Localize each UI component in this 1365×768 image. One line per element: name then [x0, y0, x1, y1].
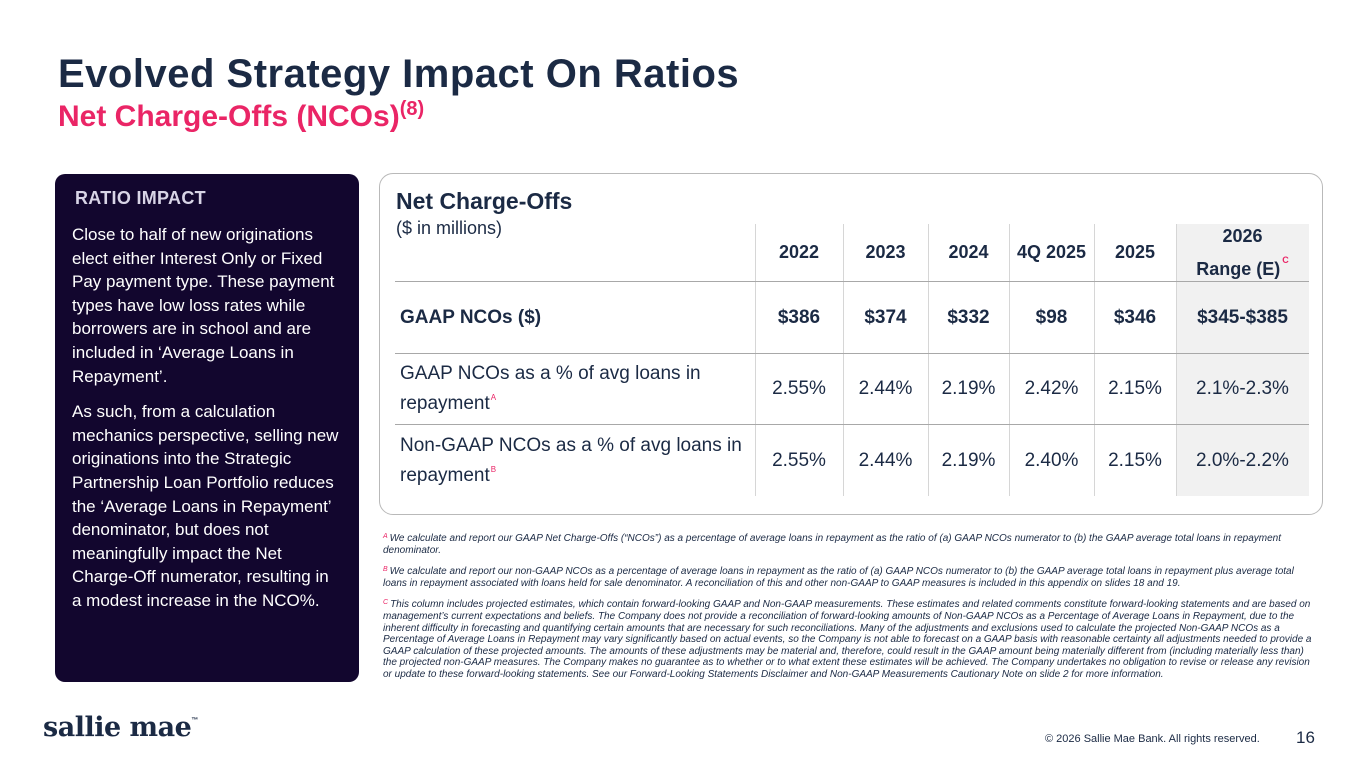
footnote-text: This column includes projected estimates… — [383, 599, 1312, 680]
footnote-a: A We calculate and report our GAAP Net Ch… — [383, 531, 1318, 556]
column-divider — [843, 224, 844, 496]
row-label-text: Non-GAAP NCOs as a % of avg loans in rep… — [400, 434, 742, 486]
row-divider — [395, 353, 1309, 354]
ratio-impact-panel: RATIO IMPACT Close to half of new origin… — [55, 174, 359, 682]
table-cell: 2.44% — [858, 378, 913, 399]
footnote-c: C This column includes projected estimate… — [383, 597, 1318, 680]
table-cell: $374 — [864, 306, 907, 328]
projection-header-line-1: 2026 — [1222, 226, 1263, 246]
logo-text: sallie mae — [43, 712, 192, 743]
row-label: GAAP NCOs ($) — [400, 306, 542, 328]
slide-subtitle: Net Charge-Offs (NCOs)(8) — [58, 98, 424, 134]
table-cell: $346 — [1113, 306, 1157, 328]
column-header: 2023 — [865, 242, 906, 262]
footnote-ref-b: B — [490, 464, 497, 474]
table-title: Net Charge-Offs — [396, 188, 573, 214]
table-cell: 2.15% — [1108, 449, 1162, 471]
column-divider — [1009, 224, 1010, 496]
footnote-b: B We calculate and report our non-GAAP NC… — [383, 564, 1318, 589]
table-cell: 2.15% — [1108, 378, 1162, 399]
table-cell: 2.55% — [772, 378, 826, 399]
table-cell: $98 — [1035, 306, 1068, 328]
row-label: Non-GAAP NCOs as a % of avg loans in rep… — [395, 425, 755, 496]
footnote-ref-a: A — [490, 393, 497, 402]
table-cell: 2.40% — [1024, 449, 1079, 471]
footnote-mark: C — [383, 599, 389, 607]
column-divider — [1176, 224, 1177, 496]
footnote-text: We calculate and report our non-GAAP NCO… — [383, 566, 1294, 589]
column-divider — [928, 224, 929, 496]
projection-header-label: Range (E) — [1196, 259, 1281, 279]
projection-header-line-2: Range (E) C — [1196, 248, 1289, 281]
column-divider — [1094, 224, 1095, 496]
copyright-notice: © 2026 Sallie Mae Bank. All rights reser… — [1045, 733, 1260, 745]
footnote-text: We calculate and report our GAAP Net Cha… — [383, 533, 1282, 556]
table-cell: 2.42% — [1024, 378, 1079, 399]
column-header: 2024 — [948, 242, 989, 262]
table-cell: $386 — [777, 306, 821, 328]
page-number: 16 — [1296, 728, 1315, 747]
table-cell: 2.44% — [858, 449, 913, 471]
sallie-mae-logo: sallie mae™ — [43, 712, 198, 743]
table-cell: 2.19% — [941, 449, 996, 471]
row-divider — [395, 424, 1309, 425]
table-cell: 2.1%-2.3% — [1196, 378, 1289, 399]
column-divider — [755, 224, 756, 496]
table-cell: $345-$385 — [1197, 306, 1288, 328]
table-cell: $332 — [947, 306, 990, 328]
subtitle-footnote-ref: (8) — [399, 98, 425, 120]
header-divider — [395, 281, 1309, 282]
column-header: 4Q 2025 — [1016, 242, 1087, 262]
subtitle-text: Net Charge-Offs (NCOs) — [58, 100, 400, 133]
ratio-impact-paragraph-1: Close to half of new originations elect … — [72, 225, 335, 386]
column-header: 2025 — [1114, 242, 1156, 262]
logo-trademark: ™ — [191, 717, 198, 724]
footnotes: A We calculate and report our GAAP Net Ch… — [383, 531, 1318, 689]
column-header: 2022 — [778, 242, 820, 262]
table-cell: 2.0%-2.2% — [1196, 449, 1289, 471]
row-label: GAAP NCOs as a % of avg loans in repayme… — [395, 354, 755, 424]
ratio-impact-title: RATIO IMPACT — [75, 188, 206, 208]
column-header-projection: 2026 Range (E) C — [1176, 224, 1309, 281]
footnote-mark: A — [383, 533, 388, 540]
slide-title: Evolved Strategy Impact On Ratios — [58, 52, 740, 96]
footnote-mark: B — [383, 566, 388, 574]
table-cell: 2.19% — [941, 378, 996, 399]
table-cell: 2.55% — [772, 449, 826, 471]
projection-column-shade — [1176, 224, 1309, 496]
footnote-ref-c: C — [1282, 255, 1289, 265]
table-units: ($ in millions) — [396, 218, 503, 238]
ratio-impact-paragraph-2: As such, from a calculation mechanics pe… — [72, 402, 339, 610]
row-label-text: GAAP NCOs as a % of avg loans in repayme… — [400, 363, 701, 414]
net-charge-offs-card — [379, 173, 1323, 515]
